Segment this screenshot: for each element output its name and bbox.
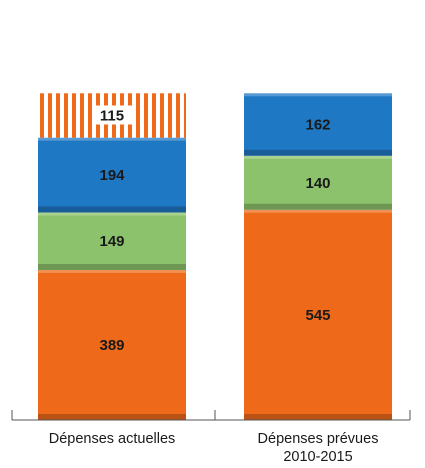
value-label: 149	[99, 233, 124, 250]
value-label: 194	[99, 167, 125, 184]
value-label-bg	[92, 105, 132, 125]
bar-segment-shade	[244, 203, 392, 210]
bar-segment-highlight	[244, 93, 392, 97]
bars-layer	[38, 93, 392, 420]
bar-segment-shade	[38, 206, 186, 213]
bar-segment-0-1	[38, 212, 186, 270]
category-label-line: 2010-2015	[283, 449, 352, 465]
category-label: Dépenses actuelles	[49, 431, 176, 447]
bar-segment-shade	[38, 263, 186, 270]
bar-segment-highlight	[38, 269, 186, 273]
bar-segment-0-0	[38, 269, 186, 420]
bar-segment-shade	[244, 149, 392, 156]
bar-segment-1-2	[244, 93, 392, 156]
value-label: 162	[305, 117, 330, 134]
value-label: 115	[100, 107, 124, 124]
bar-segment-shade	[244, 414, 392, 420]
x-axis	[11, 410, 411, 421]
bar-segment-shade	[38, 414, 186, 420]
value-label: 389	[99, 337, 124, 354]
category-label-line: Dépenses prévues	[258, 431, 379, 447]
value-label: 140	[305, 175, 330, 192]
bar-segment-highlight	[244, 155, 392, 159]
category-label-line: Dépenses actuelles	[49, 431, 176, 447]
bar-segment-highlight	[38, 212, 186, 216]
bar-segment-0-2	[38, 137, 186, 213]
value-label: 545	[305, 307, 330, 324]
value-labels-layer: 389 149 194 115 545 140 162	[92, 105, 331, 354]
bar-segment-1-0	[244, 209, 392, 420]
category-label: Dépenses prévues 2010-2015	[258, 431, 379, 465]
bar-segment-highlight	[38, 137, 186, 141]
bar-segment-highlight	[244, 209, 392, 213]
bar-segment-1-1	[244, 155, 392, 210]
category-labels-layer: Dépenses actuelles Dépenses prévues 2010-2…	[49, 431, 379, 465]
